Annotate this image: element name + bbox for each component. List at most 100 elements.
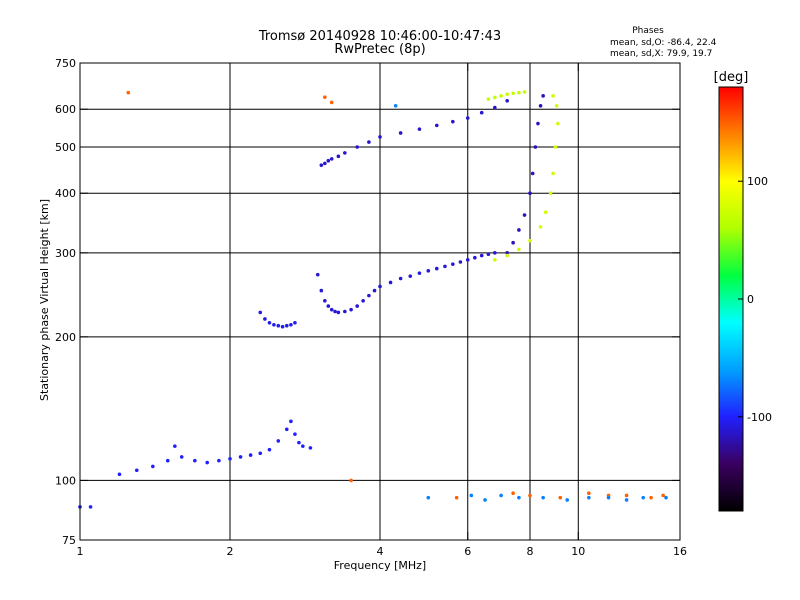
x-axis-label: Frequency [MHz]: [334, 559, 426, 572]
data-point: [398, 276, 403, 281]
data-point: [443, 264, 447, 269]
data-point: [367, 293, 371, 298]
data-point: [624, 498, 629, 502]
axis-ticks: 1 2 4 6 8 10 16 75 100 200 300 400 500 600 750: [55, 57, 687, 558]
data-point: [319, 288, 324, 293]
data-point: [499, 493, 503, 498]
data-point: [517, 247, 521, 252]
data-point: [355, 145, 359, 149]
data-point: [417, 271, 422, 275]
data-point: [533, 145, 538, 149]
data-point: [417, 127, 422, 131]
data-point: [511, 491, 515, 496]
data-point: [493, 251, 497, 255]
data-point: [248, 453, 253, 457]
data-point: [505, 251, 509, 255]
data-point: [479, 253, 484, 258]
data-point: [538, 225, 543, 229]
data-point: [258, 310, 263, 315]
data-point: [541, 495, 545, 500]
data-point: [308, 446, 313, 450]
x-tick-label: 16: [673, 545, 687, 558]
data-point: [558, 495, 563, 500]
data-point: [479, 110, 484, 115]
data-point: [297, 440, 301, 445]
data-point: [372, 288, 377, 293]
colorbar: [deg] 100 0 -100: [714, 70, 772, 512]
data-point: [343, 151, 347, 155]
data-point: [530, 171, 535, 176]
data-point: [465, 258, 470, 262]
y-tick-label: 400: [55, 187, 76, 200]
data-point: [276, 323, 281, 328]
data-point: [228, 456, 232, 461]
data-point: [336, 154, 341, 159]
data-point: [451, 119, 455, 124]
data-point: [280, 324, 285, 329]
data-point: [293, 432, 297, 436]
data-point: [624, 493, 629, 498]
data-point: [326, 158, 331, 163]
data-point: [361, 298, 365, 303]
y-axis-label: Stationary phase Virtual Height [km]: [38, 199, 51, 401]
data-point: [329, 307, 334, 312]
data-point: [541, 94, 545, 98]
data-point: [319, 163, 324, 167]
colorbar-tick-label: 0: [747, 293, 754, 306]
data-point: [217, 458, 221, 463]
data-point: [349, 307, 353, 312]
data-point: [548, 191, 553, 196]
data-point: [263, 317, 267, 321]
data-point: [333, 309, 337, 314]
data-point: [326, 304, 331, 308]
data-point: [649, 495, 653, 500]
data-point: [554, 104, 559, 108]
data-point: [556, 121, 560, 126]
data-point: [179, 455, 184, 459]
data-point: [661, 493, 665, 498]
data-point: [165, 458, 170, 463]
chart-title: Tromsø 20140928 10:46:00-10:47:43: [258, 29, 501, 44]
data-point: [473, 255, 477, 260]
data-point: [528, 191, 532, 196]
data-point: [641, 495, 646, 500]
data-point: [486, 252, 491, 257]
x-tick-label: 1: [77, 545, 84, 558]
data-point: [126, 90, 131, 95]
data-point: [458, 260, 463, 264]
data-point: [434, 266, 439, 271]
data-point: [469, 493, 474, 498]
data-point: [238, 455, 243, 459]
data-point: [426, 495, 431, 500]
data-point: [301, 444, 305, 448]
data-point: [293, 320, 297, 325]
data-point: [434, 123, 439, 128]
data-point: [355, 304, 359, 308]
stats-x-line: mean, sd,X: 79.9, 19.7: [610, 49, 712, 59]
data-point: [323, 298, 327, 303]
colorbar-tick-label: 100: [747, 175, 768, 188]
data-point: [505, 98, 509, 103]
stats-heading: Phases: [632, 26, 664, 36]
data-point: [565, 498, 569, 502]
data-point: [493, 95, 497, 100]
data-point: [134, 468, 139, 473]
data-point: [289, 322, 293, 327]
data-point: [408, 274, 413, 278]
data-point: [378, 135, 382, 139]
chart-subtitle: RwPretec (8p): [334, 42, 425, 57]
data-point: [538, 104, 543, 108]
x-tick-label: 6: [464, 545, 471, 558]
data-point: [289, 419, 293, 424]
data-point: [258, 451, 263, 456]
data-point: [451, 262, 455, 266]
data-point: [536, 121, 540, 126]
data-point: [88, 505, 93, 509]
data-point: [329, 100, 334, 105]
y-tick-label: 75: [62, 534, 76, 547]
data-point: [267, 320, 272, 325]
y-tick-label: 300: [55, 247, 76, 260]
y-tick-label: 500: [55, 141, 76, 154]
y-tick-label: 100: [55, 474, 76, 487]
